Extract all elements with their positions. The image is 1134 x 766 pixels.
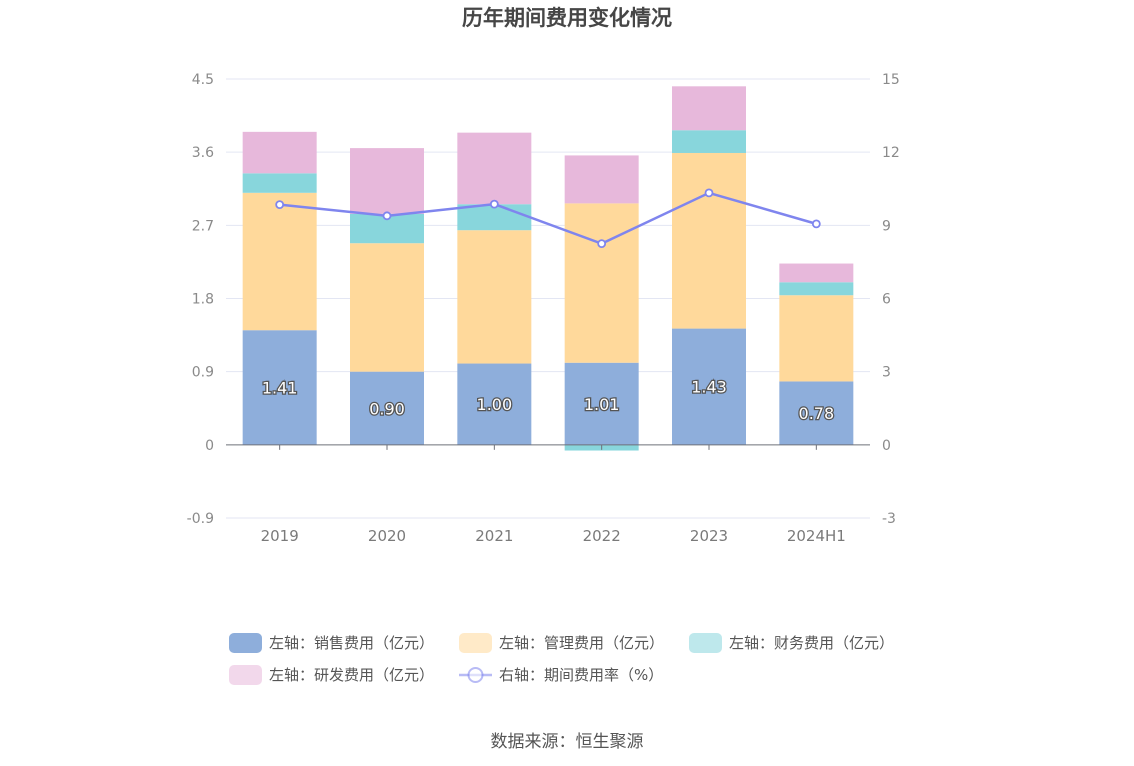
bar [564,362,639,445]
left-tick-label: 2.7 [192,218,214,234]
right-tick-label: 0 [882,438,891,454]
left-tick-label: -0.9 [187,511,214,527]
rate-point [382,211,392,221]
legend[interactable]: 左轴：销售费用（亿元） 左轴：管理费用（亿元） 左轴：财务费用（亿元） 左轴：研发费用… [229,633,894,685]
rate-line [279,191,817,245]
bar [779,295,854,382]
bar [350,148,424,214]
left-tick-label: 0 [205,438,214,454]
chart-title: 历年期间费用变化情况 [462,6,672,30]
legend-label: 左轴：销售费用（亿元） [269,634,434,652]
rate-point [275,200,285,210]
bar [242,330,317,445]
sales-value-label: 1.01 [584,395,620,414]
bar [779,381,854,445]
left-tick-label: 3.6 [192,145,214,161]
left-tick-label: 0.9 [192,365,214,381]
bar [350,243,424,372]
bar [457,230,532,364]
sales-value-label: 0.78 [799,404,835,423]
legend-swatch [459,633,492,653]
rate-point [704,188,714,198]
sales-value-label: 1.00 [477,395,513,414]
rate-point [597,239,607,249]
rate-point [489,199,499,209]
legend-swatch [689,633,722,653]
legend-swatch [229,633,262,653]
x-tick-label: 2024H1 [787,527,846,545]
bar [564,155,639,204]
bar-series [242,86,854,451]
bar [779,282,854,296]
source-note: 数据来源：恒生聚源 [491,732,644,752]
legend-label: 左轴：研发费用（亿元） [269,666,434,684]
bar [457,204,532,231]
bar [350,371,424,445]
bar [779,263,854,283]
x-tick-label: 2021 [475,527,513,545]
legend-label: 右轴：期间费用率（%） [499,666,663,684]
bar [457,132,532,205]
bar [457,363,532,445]
left-axis: 4.5 3.6 2.7 1.8 0.9 0 -0.9 [187,72,214,527]
legend-marker [467,667,484,683]
right-tick-label: 6 [882,292,891,308]
right-tick-label: 12 [882,145,900,161]
bar [564,203,639,363]
bar [242,173,317,193]
right-tick-label: 9 [882,218,891,234]
data-labels: 1.41 0.90 1.00 1.01 1.43 0.78 [261,376,836,424]
x-tick-label: 2022 [583,527,621,545]
right-tick-label: -3 [882,511,896,527]
right-axis: 15 12 9 6 3 0 -3 [882,72,900,527]
bar [672,152,746,329]
bar [242,192,317,331]
gridlines [226,78,870,519]
bar [672,86,746,131]
bar [672,328,746,445]
left-tick-label: 4.5 [192,72,214,88]
bar [242,131,317,174]
x-tick-label: 2020 [368,527,406,545]
x-tick-label: 2023 [690,527,728,545]
x-tick-label: 2019 [261,527,299,545]
legend-label: 左轴：财务费用（亿元） [729,634,894,652]
left-tick-label: 1.8 [192,292,214,308]
legend-swatch [229,665,262,685]
right-tick-label: 15 [882,72,900,88]
rate-line-series [275,188,821,249]
sales-value-label: 1.41 [262,379,298,398]
right-tick-label: 3 [882,365,891,381]
sales-value-label: 0.90 [369,399,405,418]
bar [672,130,746,153]
rate-point [811,219,821,229]
x-axis: 2019 2020 2021 2022 2023 2024H1 [226,444,870,545]
legend-label: 左轴：管理费用（亿元） [499,634,664,652]
sales-value-label: 1.43 [691,378,727,397]
